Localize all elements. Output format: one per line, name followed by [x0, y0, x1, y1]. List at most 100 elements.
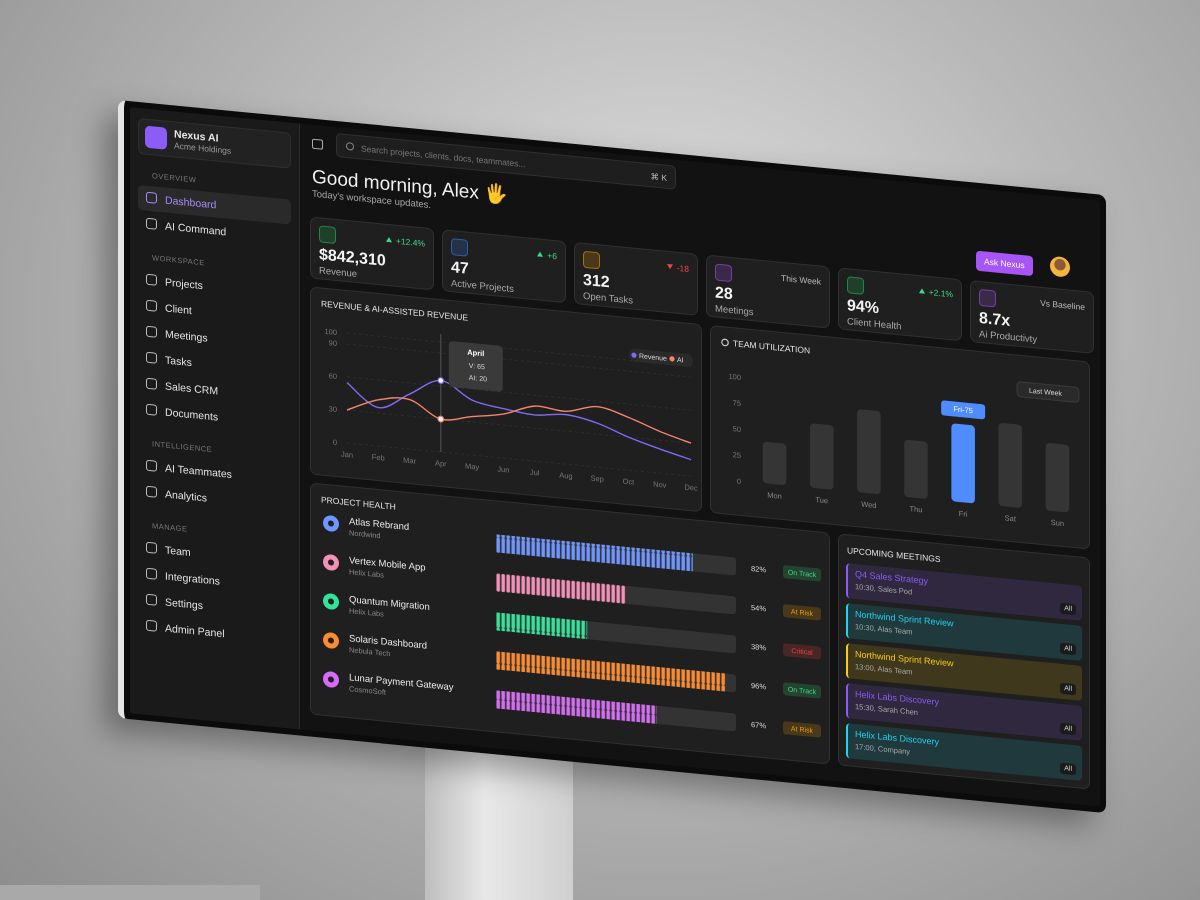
meeting-tag: All — [1060, 722, 1076, 736]
nav-icon — [146, 567, 157, 580]
x-tick-label: Fri — [959, 509, 968, 519]
x-tick-label: Nov — [653, 480, 667, 490]
utilization-chart: TEAM UTILIZATION Last Week 0 25 50 75 100 Mon Tu… — [721, 338, 1080, 528]
y-tick-label: 90 — [329, 338, 337, 348]
kpi-card: +12.4% $842,310 Revenue — [310, 216, 434, 291]
bar — [951, 423, 975, 504]
nav-label: Analytics — [165, 488, 208, 505]
search-shortcut: ⌘ K — [650, 171, 667, 183]
series-line — [346, 397, 692, 444]
project-client: Nordwind — [349, 528, 381, 540]
kpi-label: Client Health — [847, 316, 902, 333]
kpi-label: Revenue — [319, 265, 358, 281]
nav-icon — [146, 273, 157, 286]
status-badge — [783, 682, 821, 699]
status-badge — [783, 643, 821, 660]
legend-label: AI — [677, 357, 684, 365]
project-client: Helix Labs — [349, 567, 384, 579]
kpi-icon — [979, 288, 996, 308]
status-badge — [783, 721, 821, 738]
kpi-icon — [319, 225, 336, 244]
bar — [809, 423, 834, 490]
project-icon-inner — [328, 598, 334, 605]
project-icon-inner — [328, 676, 334, 683]
workspace-switcher[interactable]: Nexus AI Acme Holdings — [138, 117, 291, 169]
x-tick-label: Sun — [1051, 518, 1064, 528]
kpi-icon — [847, 276, 864, 295]
project-health-card: PROJECT HEALTH Atlas Rebrand Nordwind 82% On… — [310, 482, 830, 765]
meeting-tag: All — [1060, 682, 1076, 696]
filter-button[interactable] — [1016, 381, 1080, 403]
series-line — [346, 379, 692, 461]
status-badge — [783, 604, 821, 621]
nav-label: Meetings — [165, 328, 208, 345]
project-icon-inner — [328, 637, 334, 644]
trend-arrow — [666, 263, 673, 270]
status-label: On Track — [788, 687, 817, 697]
search-placeholder: Search projects, clients, docs, teammate… — [361, 143, 526, 170]
monitor: Nexus AI Acme Holdings OVERVIEW Dashboard AI… — [118, 100, 1106, 814]
project-client: Helix Labs — [349, 606, 384, 618]
kpi-value: 47 — [451, 259, 469, 278]
status-badge — [783, 565, 821, 582]
x-tick-label: Sat — [1005, 513, 1017, 523]
nav-label: Dashboard — [165, 194, 217, 212]
trend-arrow — [918, 288, 925, 294]
title-icon — [721, 338, 729, 347]
kpi-icon — [451, 238, 468, 257]
nav-label: Projects — [165, 276, 203, 293]
grid-line — [347, 442, 691, 477]
progress-label: 54% — [751, 603, 766, 613]
grid-line — [347, 376, 691, 411]
bar — [857, 409, 881, 495]
avatar[interactable] — [1050, 255, 1070, 278]
nav-label: Admin Panel — [165, 622, 225, 641]
x-tick-label: Dec — [684, 483, 698, 493]
nav-label: Tasks — [165, 354, 192, 370]
chart-title: TEAM UTILIZATION — [733, 338, 810, 355]
y-tick-label: 100 — [325, 327, 337, 337]
x-tick-label: Oct — [623, 477, 636, 487]
kpi-card: This Week 28 Meetings — [706, 254, 830, 329]
revenue-chart: REVENUE & AI-ASSISTED REVENUE Revenue AI 0 3… — [321, 299, 698, 493]
bar — [1045, 443, 1070, 513]
kpi-change: +6 — [537, 249, 557, 261]
kpi-change: +2.1% — [918, 286, 953, 300]
hover-point — [437, 415, 445, 423]
hover-point — [437, 377, 445, 384]
filter-label[interactable]: Last Week — [1029, 388, 1062, 398]
utilization-card: TEAM UTILIZATION Last Week 0 25 50 75 100 Mon Tu… — [710, 325, 1090, 550]
nav-icon — [146, 191, 157, 204]
tooltip-line: AI: 20 — [469, 375, 487, 384]
progress-fill — [496, 534, 693, 572]
trend-arrow — [537, 251, 544, 257]
project-client: Nebula Tech — [349, 645, 390, 658]
nav-label: Team — [165, 544, 191, 559]
nav-icon — [146, 377, 157, 390]
kpi-label: Meetings — [715, 303, 754, 319]
y-tick-label: 50 — [733, 424, 741, 434]
y-tick-label: 30 — [329, 404, 337, 414]
kpi-card: -18 312 Open Tasks — [574, 241, 698, 316]
x-tick-label: Aug — [559, 471, 572, 481]
ask-nexus-button[interactable]: Ask Nexus — [976, 250, 1033, 277]
kpi-change-text: -18 — [676, 262, 689, 274]
y-tick-label: 75 — [733, 398, 741, 408]
nav-icon — [146, 485, 157, 498]
kpi-change-text: +6 — [547, 250, 557, 262]
nav-icon — [146, 459, 157, 472]
project-client: CosmoSoft — [349, 684, 387, 697]
sidebar-toggle[interactable] — [312, 138, 323, 150]
nav-label: AI Command — [165, 220, 227, 239]
meeting-tag: All — [1060, 602, 1076, 616]
grid-line — [347, 409, 691, 444]
nav-icon — [146, 403, 157, 416]
y-tick-label: 100 — [729, 372, 741, 382]
kpi-value: 312 — [583, 271, 610, 292]
kpi-change-text: +12.4% — [395, 235, 425, 249]
meeting-tag: All — [1060, 762, 1076, 776]
meeting-tag: All — [1060, 642, 1076, 656]
kpi-change-text: +2.1% — [928, 287, 953, 300]
x-tick-label: Sep — [591, 474, 604, 484]
nav-label: Integrations — [165, 570, 220, 588]
